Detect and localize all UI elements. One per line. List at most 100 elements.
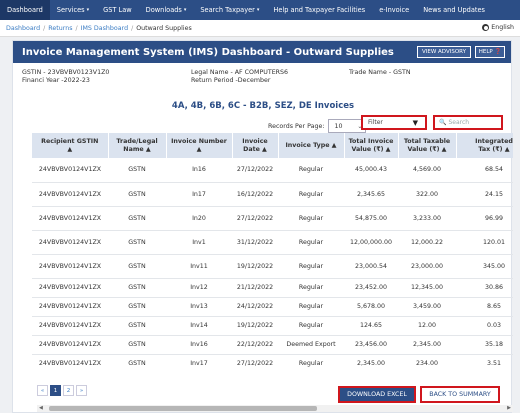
trade-name-cell: GSTN xyxy=(108,354,166,369)
table-row[interactable]: 24VBVBV0124V1ZX GSTN Inv11 19/12/2022 Regula… xyxy=(32,254,513,279)
breadcrumb: Dashboard / Returns / IMS Dashboard / Ou… xyxy=(0,20,520,37)
total-invoice-value-cell: 2,345.65 xyxy=(344,182,398,207)
total-invoice-value-cell: 5,678.00 xyxy=(344,297,398,317)
total-taxable-value-cell: 3,459.00 xyxy=(398,297,456,317)
nav-search-taxpayer[interactable]: Search Taxpayer ▾ xyxy=(193,0,266,20)
table-row[interactable]: 24VBVBV0124V1ZX GSTN Inv17 27/12/2022 Regula… xyxy=(32,354,513,369)
trade-name-cell: GSTN xyxy=(108,254,166,279)
horizontal-scrollbar[interactable]: ◀ ▶ xyxy=(37,405,513,412)
column-header[interactable]: Trade/Legal Name ▲ xyxy=(108,133,167,158)
invoice-date-cell: 27/12/2022 xyxy=(232,158,278,183)
outward-supplies-panel: Invoice Management System (IMS) Dashboar… xyxy=(12,40,513,413)
invoice-number-cell: Inv17 xyxy=(166,354,232,369)
nav-dashboard[interactable]: Dashboard xyxy=(0,0,50,20)
recipient-gstin-cell: 24VBVBV0124V1ZX xyxy=(32,335,108,355)
integrated-tax-cell: 0.03 xyxy=(456,316,513,336)
column-header-line2: Tax (₹) ▲ xyxy=(478,145,510,153)
column-header[interactable]: Integrated Tax (₹) ▲ xyxy=(456,133,513,158)
breadcrumb-dashboard[interactable]: Dashboard xyxy=(6,24,41,32)
invoice-type-cell: Regular xyxy=(278,254,344,279)
breadcrumb-separator: / xyxy=(131,24,134,32)
scrollbar-thumb[interactable] xyxy=(49,406,317,411)
nav-search-taxpayer-label: Search Taxpayer xyxy=(200,6,255,14)
column-header-line1: Total Taxable xyxy=(403,137,451,145)
caret-down-icon: ▾ xyxy=(256,7,260,13)
recipient-gstin-cell: 24VBVBV0124V1ZX xyxy=(32,316,108,336)
invoice-table: Recipient GSTIN ▲ Trade/Legal Name ▲ Invoi… xyxy=(32,133,513,369)
invoice-number-cell: Inv16 xyxy=(166,335,232,355)
scroll-right-icon[interactable]: ▶ xyxy=(507,405,511,411)
integrated-tax-cell: 3.51 xyxy=(456,354,513,369)
column-header-line2: Date ▲ xyxy=(243,145,267,153)
recipient-gstin-cell: 24VBVBV0124V1ZX xyxy=(32,230,108,255)
invoice-table-body: 24VBVBV0124V1ZX GSTN In16 27/12/2022 Regular… xyxy=(32,158,513,369)
table-header-row: Recipient GSTIN ▲ Trade/Legal Name ▲ Invoi… xyxy=(32,133,513,158)
back-to-summary-button[interactable]: BACK TO SUMMARY xyxy=(420,386,500,403)
language-selector[interactable]: English xyxy=(482,24,514,31)
table-row[interactable]: 24VBVBV0124V1ZX GSTN In16 27/12/2022 Regular… xyxy=(32,158,513,183)
breadcrumb-ims-dashboard[interactable]: IMS Dashboard xyxy=(80,24,129,32)
taxpayer-info-right: Trade Name - GSTN xyxy=(349,69,411,77)
top-navigation: Dashboard Services ▾ GST Law Downloads ▾ S… xyxy=(0,0,520,20)
total-taxable-value-cell: 23,000.00 xyxy=(398,254,456,279)
language-label: English xyxy=(491,24,514,31)
search-box[interactable]: 🔍 Search xyxy=(433,115,503,130)
table-row[interactable]: 24VBVBV0124V1ZX GSTN Inv16 22/12/2022 Deemed… xyxy=(32,335,513,355)
pagination: « 1 2 » xyxy=(37,385,87,396)
pagination-next-button[interactable]: » xyxy=(76,385,87,396)
table-row[interactable]: 24VBVBV0124V1ZX GSTN Inv14 19/12/2022 Regula… xyxy=(32,316,513,336)
column-header-line1: Integrated xyxy=(475,137,513,145)
nav-downloads[interactable]: Downloads ▾ xyxy=(139,0,194,20)
panel-header: Invoice Management System (IMS) Dashboar… xyxy=(13,41,511,63)
help-button[interactable]: HELP ❓ xyxy=(475,46,505,58)
nav-gst-law[interactable]: GST Law xyxy=(96,0,139,20)
total-invoice-value-cell: 45,000.43 xyxy=(344,158,398,183)
column-header[interactable]: Total Taxable Value (₹) ▲ xyxy=(398,133,457,158)
total-taxable-value-cell: 234.00 xyxy=(398,354,456,369)
invoice-type-cell: Regular xyxy=(278,316,344,336)
recipient-gstin-cell: 24VBVBV0124V1ZX xyxy=(32,297,108,317)
breadcrumb-separator: / xyxy=(75,24,78,32)
invoice-type-cell: Regular xyxy=(278,158,344,183)
nav-news[interactable]: News and Updates xyxy=(416,0,492,20)
nav-help[interactable]: Help and Taxpayer Facilities xyxy=(266,0,372,20)
column-header[interactable]: Recipient GSTIN ▲ xyxy=(32,133,109,158)
pagination-page-1[interactable]: 1 xyxy=(50,385,61,396)
total-invoice-value-cell: 124.65 xyxy=(344,316,398,336)
integrated-tax-cell: 68.54 xyxy=(456,158,513,183)
breadcrumb-returns[interactable]: Returns xyxy=(48,24,73,32)
total-invoice-value-cell: 54,875.00 xyxy=(344,206,398,231)
invoice-type-cell: Regular xyxy=(278,297,344,317)
table-row[interactable]: 24VBVBV0124V1ZX GSTN In17 16/12/2022 Regular… xyxy=(32,182,513,207)
view-advisory-button[interactable]: VIEW ADVISORY xyxy=(417,46,471,58)
column-header[interactable]: Invoice Date ▲ xyxy=(232,133,279,158)
section-subtitle: 4A, 4B, 6B, 6C - B2B, SEZ, DE Invoices xyxy=(171,101,355,111)
nav-help-label: Help and Taxpayer Facilities xyxy=(273,6,366,14)
table-row[interactable]: 24VBVBV0124V1ZX GSTN Inv1 31/12/2022 Regular… xyxy=(32,230,513,255)
trade-name-cell: GSTN xyxy=(108,158,166,183)
recipient-gstin-cell: 24VBVBV0124V1ZX xyxy=(32,206,108,231)
column-header[interactable]: Invoice Type ▲ xyxy=(278,133,345,158)
scroll-left-icon[interactable]: ◀ xyxy=(39,405,43,411)
invoice-number-cell: Inv1 xyxy=(166,230,232,255)
breadcrumb-separator: / xyxy=(43,24,46,32)
filter-dropdown[interactable]: Filter ▼ xyxy=(361,115,427,130)
pagination-prev-button[interactable]: « xyxy=(37,385,48,396)
nav-e-invoice[interactable]: e-Invoice xyxy=(372,0,416,20)
recipient-gstin-cell: 24VBVBV0124V1ZX xyxy=(32,182,108,207)
breadcrumb-current: Outward Supplies xyxy=(136,24,192,32)
total-taxable-value-cell: 322.00 xyxy=(398,182,456,207)
column-header[interactable]: Invoice Number ▲ xyxy=(166,133,233,158)
column-header[interactable]: Total Invoice Value (₹) ▲ xyxy=(344,133,399,158)
nav-services[interactable]: Services ▾ xyxy=(50,0,96,20)
table-row[interactable]: 24VBVBV0124V1ZX GSTN In20 27/12/2022 Regular… xyxy=(32,206,513,231)
trade-name-cell: GSTN xyxy=(108,230,166,255)
table-row[interactable]: 24VBVBV0124V1ZX GSTN Inv13 24/12/2022 Regula… xyxy=(32,297,513,317)
invoice-date-cell: 31/12/2022 xyxy=(232,230,278,255)
pagination-page-2[interactable]: 2 xyxy=(63,385,74,396)
download-excel-button[interactable]: DOWNLOAD EXCEL xyxy=(338,386,416,403)
table-row[interactable]: 24VBVBV0124V1ZX GSTN Inv12 21/12/2022 Regula… xyxy=(32,278,513,298)
trade-name-cell: GSTN xyxy=(108,182,166,207)
globe-icon xyxy=(482,24,490,31)
invoice-type-cell: Regular xyxy=(278,230,344,255)
